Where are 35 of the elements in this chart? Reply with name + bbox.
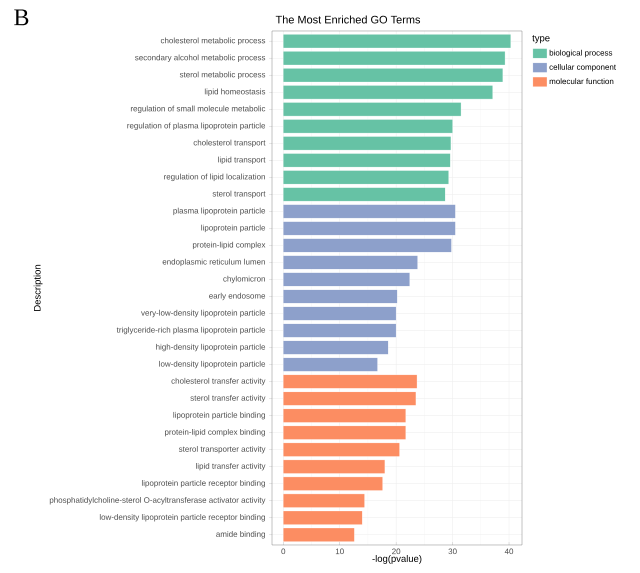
- y-axis-title: Description: [34, 264, 42, 311]
- bar: [283, 510, 362, 525]
- bar: [283, 408, 406, 423]
- bar: [283, 136, 452, 150]
- bar: [283, 494, 365, 508]
- bar: [283, 204, 456, 218]
- chart-title: The Most Enriched GO Terms: [276, 15, 420, 24]
- bar: [283, 272, 410, 286]
- bar: [283, 426, 406, 440]
- x-axis-title: -log(pvalue): [372, 555, 422, 564]
- bar: [283, 290, 398, 304]
- bar: [283, 460, 386, 474]
- bar: [283, 153, 450, 168]
- bar: [283, 306, 396, 320]
- bar: [283, 256, 418, 270]
- bar: [283, 102, 462, 116]
- text: B: [14, 10, 28, 26]
- bar: [283, 340, 388, 355]
- bar: [283, 221, 456, 236]
- bar: [283, 358, 378, 372]
- bar: [283, 374, 418, 389]
- legend-title: type: [532, 35, 550, 44]
- bar: [283, 238, 452, 252]
- bar: [283, 85, 493, 100]
- bar: [283, 170, 449, 184]
- bar: [283, 392, 416, 406]
- bar: [283, 476, 383, 491]
- bar: [283, 34, 511, 48]
- bar: [283, 68, 503, 82]
- bar: [283, 442, 400, 457]
- bar: [283, 324, 396, 338]
- bar: [283, 528, 355, 542]
- bar: [283, 187, 446, 202]
- bar: [283, 51, 506, 66]
- bar: [283, 119, 453, 134]
